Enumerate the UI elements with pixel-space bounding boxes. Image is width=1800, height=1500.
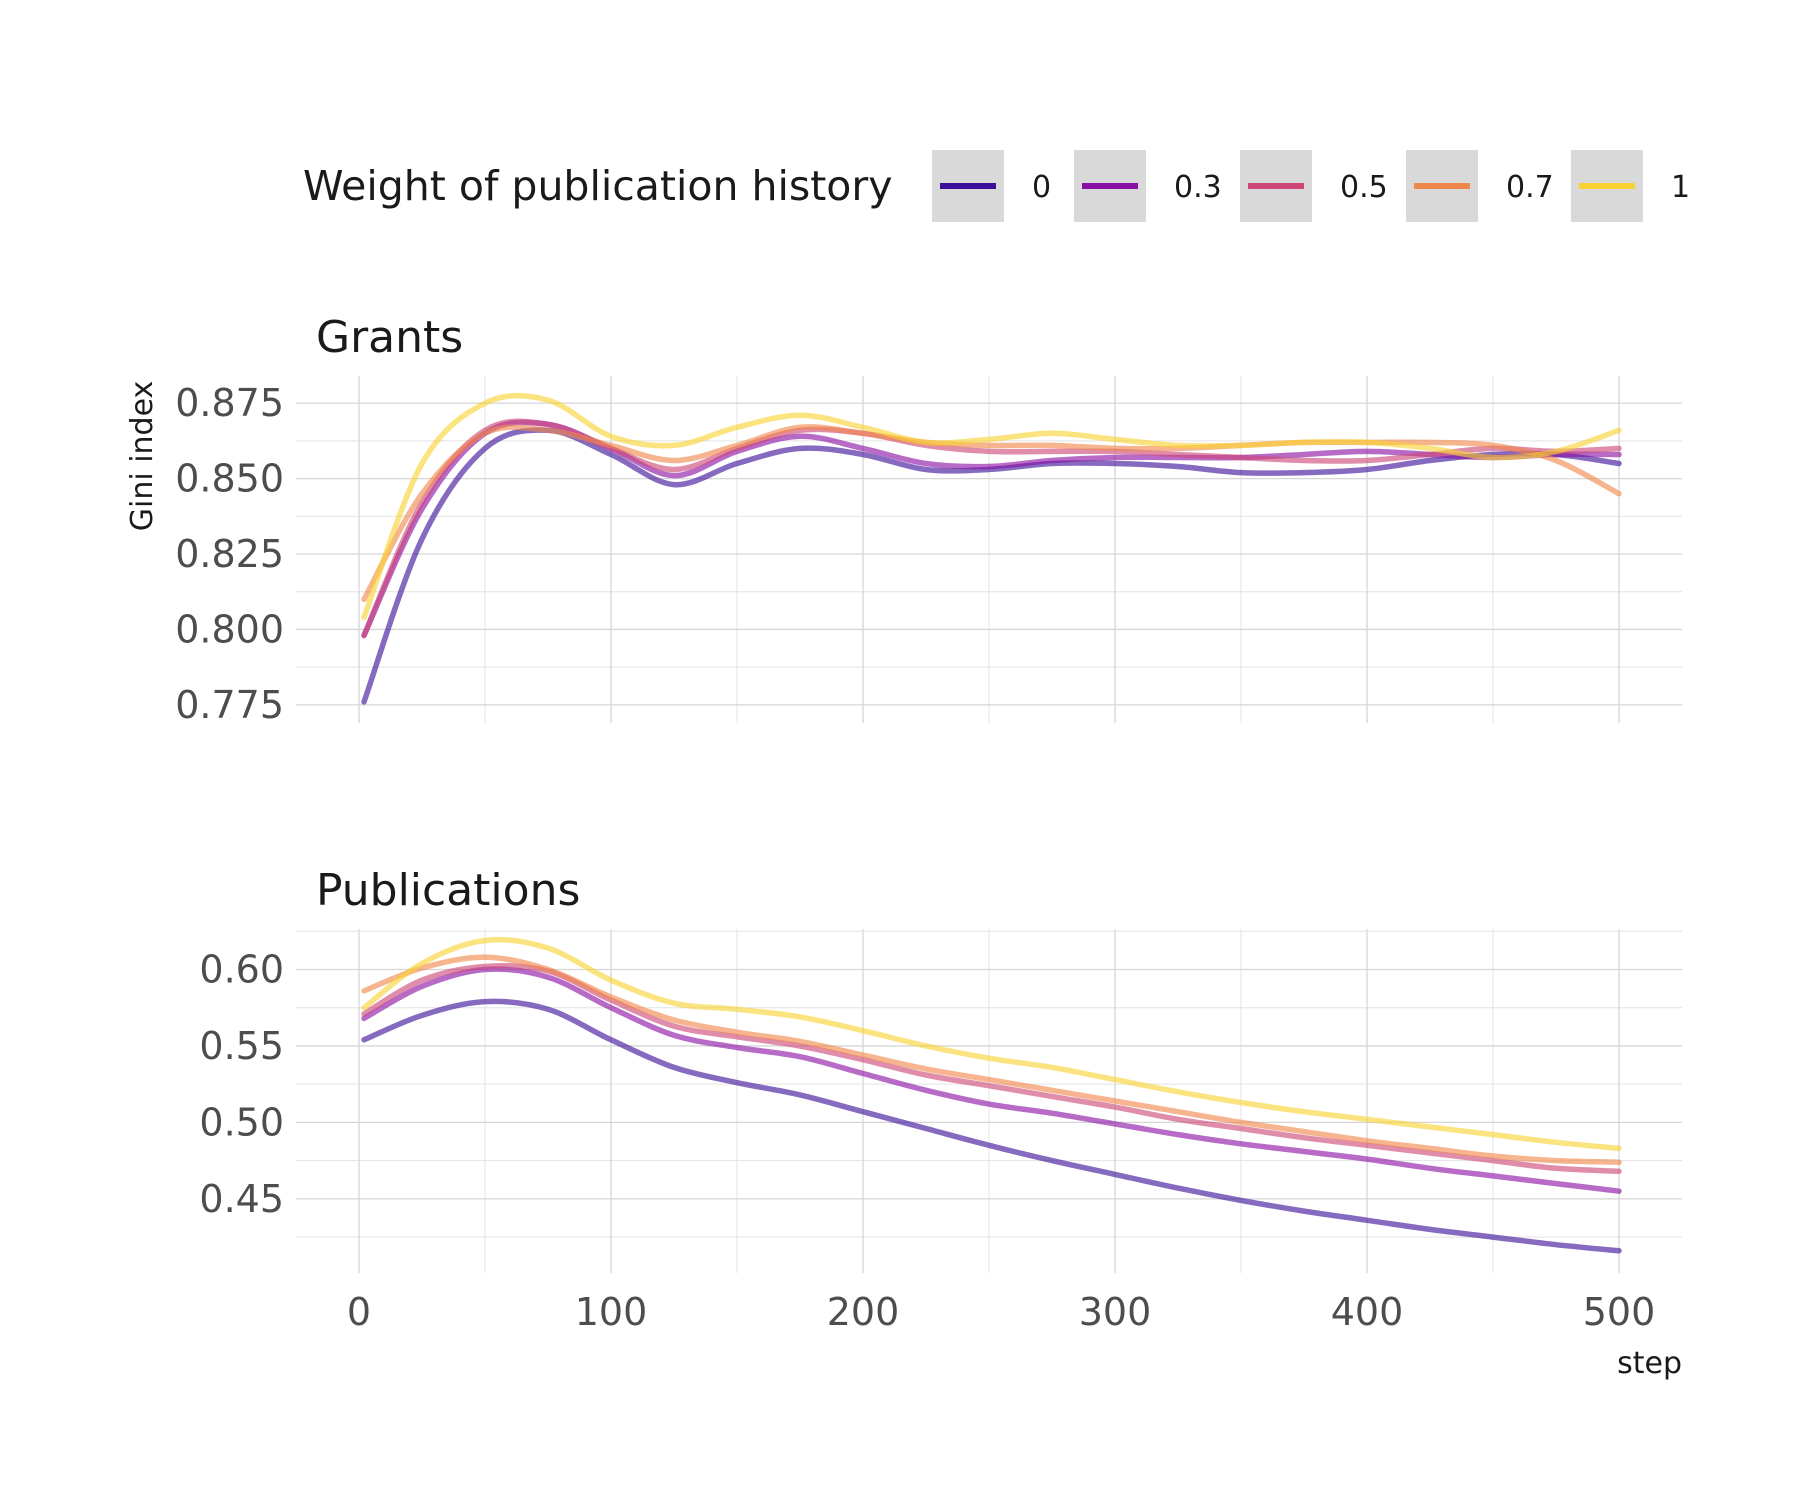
legend-label-3: 0.7 [1506,170,1554,205]
series-line-0 [361,998,1622,1254]
x-axis-title: step [1617,1346,1682,1381]
y-axis-title: Gini index [125,381,160,532]
legend-label-4: 1 [1671,170,1690,205]
legend-label-2: 0.5 [1340,170,1388,205]
series-line-1 [361,392,1622,621]
panel-0: 0.775 0.800 0.825 0.850 0.875 Grants [175,312,1682,727]
y-tick-label: 0.800 [175,607,284,651]
legend: Weight of publication history 0 0.3 0.5 0.7… [303,150,1690,222]
x-tick-label: 400 [1331,1290,1404,1334]
legend-label-1: 0.3 [1174,170,1222,205]
y-tick-label: 0.775 [175,683,284,727]
legend-title: Weight of publication history [303,162,893,210]
legend-label-0: 0 [1032,170,1051,205]
panel-title: Grants [316,312,463,363]
series-line-0-5 [361,962,1622,1175]
series-line-0-7 [361,424,1622,603]
panel-1: 0 100 200 300 400 500 0.45 0.50 0.55 0.60 Publicat… [199,865,1682,1334]
chart-panels: 0.775 0.800 0.825 0.850 0.875 Grants 0 100 200 30… [175,312,1682,1334]
series-line-0 [361,427,1622,705]
y-tick-label: 0.850 [175,457,284,501]
y-tick-label: 0.55 [199,1024,284,1068]
y-tick-label: 0.45 [199,1177,284,1221]
x-tick-label: 300 [1079,1290,1152,1334]
series-line-0-3 [361,966,1622,1194]
y-tick-label: 0.825 [175,532,284,576]
x-tick-label: 500 [1583,1290,1656,1334]
series-line-0-7 [361,954,1622,1165]
y-tick-label: 0.60 [199,948,284,992]
series-line-1 [361,936,1622,1152]
x-tick-label: 100 [575,1290,648,1334]
panel-title: Publications [316,865,580,916]
x-tick-label: 200 [827,1290,900,1334]
y-tick-label: 0.875 [175,381,284,425]
series-line-0-5 [361,418,1622,639]
x-tick-label: 0 [347,1290,371,1334]
y-tick-label: 0.50 [199,1100,284,1144]
legend-keys: 0 0.3 0.5 0.7 1 [932,150,1690,222]
